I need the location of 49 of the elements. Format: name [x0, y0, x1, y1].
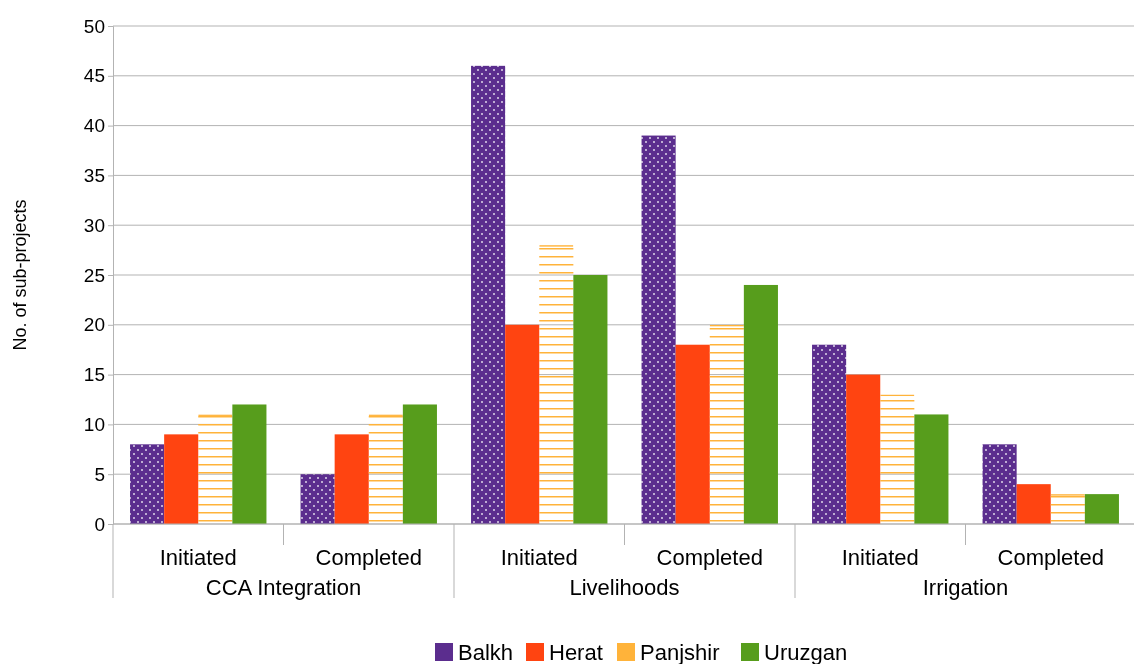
bar: [1016, 484, 1051, 524]
bar: [471, 65, 506, 524]
bar: [130, 444, 165, 524]
bar: [164, 434, 199, 524]
bar: [505, 324, 540, 524]
x-tick-label: Initiated: [841, 545, 919, 570]
x-tick-label: Completed: [315, 545, 422, 570]
text: Livelihoods: [569, 575, 680, 600]
y-tick-label: 20: [83, 314, 105, 336]
bar: [812, 344, 847, 524]
y-tick-label: 0: [94, 513, 105, 535]
bar: [539, 245, 574, 524]
bar: [743, 284, 778, 524]
y-tick-label: 50: [83, 15, 105, 37]
bar: [709, 324, 744, 524]
legend-label: Panjshir: [640, 640, 720, 664]
bar: [232, 404, 267, 524]
bar: [982, 444, 1017, 524]
bar: [368, 414, 403, 524]
y-axis-title: No. of sub-projects: [10, 199, 30, 351]
bar: [846, 374, 881, 524]
y-tick-label: 30: [83, 214, 105, 236]
y-tick-label: 15: [83, 364, 105, 386]
legend-label: Balkh: [458, 640, 514, 664]
y-tick-label: 45: [83, 65, 105, 87]
bar: [300, 474, 335, 524]
bar: [914, 414, 949, 524]
y-tick-label: 40: [83, 115, 105, 137]
bar: [334, 434, 369, 524]
x-tick-label: Initiated: [159, 545, 237, 570]
legend-label: Herat: [549, 640, 603, 664]
y-tick-label: 35: [83, 164, 105, 186]
x-tick-label: Completed: [997, 545, 1104, 570]
bar: [573, 275, 608, 524]
y-tick-label: 10: [83, 413, 105, 435]
legend-label: Uruzgan: [764, 640, 848, 664]
x-tick-label: Initiated: [500, 545, 578, 570]
y-tick-label: 5: [94, 463, 105, 485]
y-tick-label: 25: [83, 264, 105, 286]
bar: [641, 135, 676, 524]
x-tick-label: Completed: [656, 545, 763, 570]
bar: [198, 414, 233, 524]
text: Irrigation: [922, 575, 1009, 600]
bar: [1050, 494, 1085, 524]
text: CCA Integration: [205, 575, 362, 600]
bar: [402, 404, 437, 524]
bar: [880, 394, 915, 524]
bar: [1084, 494, 1119, 524]
bar: [675, 344, 710, 524]
